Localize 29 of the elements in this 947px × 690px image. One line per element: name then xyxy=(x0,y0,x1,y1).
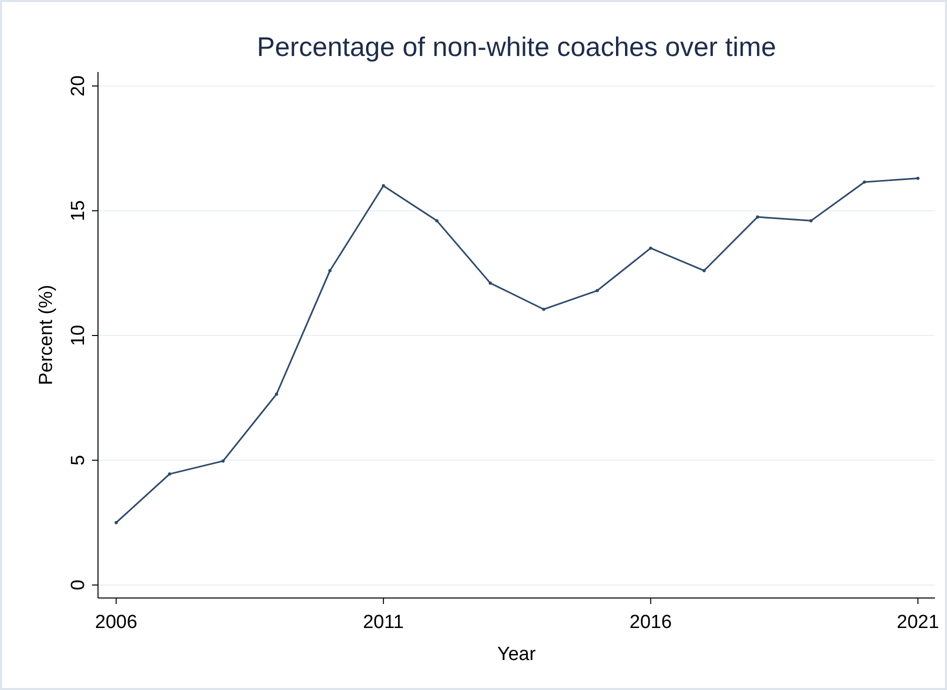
point xyxy=(596,288,599,292)
point xyxy=(435,219,438,222)
point xyxy=(221,459,225,463)
point xyxy=(862,180,866,184)
x-tick-label: 2021 xyxy=(896,612,940,633)
y-tick-label: 5 xyxy=(68,454,89,466)
point xyxy=(114,521,118,524)
y-tick-label: 15 xyxy=(68,200,89,222)
y-axis-title: Percent (%) xyxy=(36,284,57,386)
point xyxy=(702,269,706,272)
point xyxy=(488,282,492,285)
x-tick-label: 2011 xyxy=(362,612,404,633)
point xyxy=(168,472,172,476)
y-tick-label: 20 xyxy=(68,75,89,97)
point xyxy=(382,184,386,188)
line-series xyxy=(114,176,920,524)
x-tick-label: 2016 xyxy=(630,612,672,633)
point xyxy=(756,215,760,219)
x-axis-title: Year xyxy=(497,644,536,665)
point xyxy=(809,219,813,222)
y-tick-label: 10 xyxy=(68,324,89,346)
point xyxy=(274,392,278,396)
point xyxy=(649,246,652,250)
x-tick-label: 2006 xyxy=(95,612,138,633)
point xyxy=(328,269,332,272)
point xyxy=(916,176,920,180)
y-tick-label: 0 xyxy=(68,580,89,590)
chart-title: Percentage of non-white coaches over time xyxy=(256,32,776,62)
point xyxy=(542,308,546,311)
